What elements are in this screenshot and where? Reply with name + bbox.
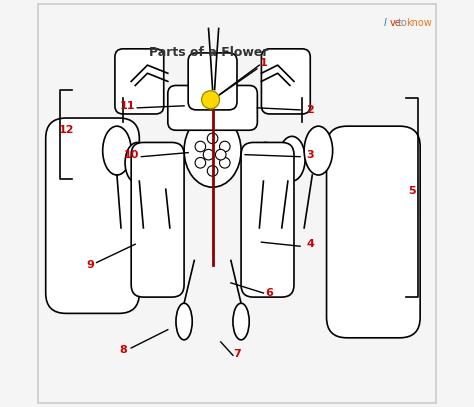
- FancyBboxPatch shape: [131, 142, 184, 297]
- Text: 4: 4: [306, 239, 314, 249]
- Text: 1: 1: [260, 58, 267, 68]
- FancyBboxPatch shape: [168, 85, 257, 130]
- Text: 12: 12: [58, 125, 74, 135]
- FancyBboxPatch shape: [262, 49, 310, 114]
- Circle shape: [219, 141, 230, 152]
- Text: know: know: [406, 18, 432, 28]
- Text: 6: 6: [265, 288, 273, 298]
- Ellipse shape: [253, 142, 278, 183]
- Text: 7: 7: [233, 349, 241, 359]
- Text: to: to: [398, 18, 408, 28]
- Text: 8: 8: [119, 345, 127, 355]
- Circle shape: [207, 166, 218, 176]
- FancyBboxPatch shape: [46, 118, 139, 313]
- Ellipse shape: [125, 142, 149, 183]
- Text: 3: 3: [307, 150, 314, 160]
- FancyBboxPatch shape: [327, 126, 420, 338]
- Ellipse shape: [153, 153, 175, 189]
- FancyBboxPatch shape: [115, 49, 164, 114]
- Circle shape: [207, 133, 218, 144]
- Circle shape: [219, 158, 230, 168]
- Text: 9: 9: [87, 260, 94, 269]
- Text: 2: 2: [306, 105, 314, 115]
- Text: Parts of a Flower: Parts of a Flower: [149, 46, 268, 59]
- Text: ve: ve: [390, 18, 401, 28]
- Ellipse shape: [233, 303, 249, 340]
- FancyBboxPatch shape: [188, 53, 237, 110]
- Circle shape: [203, 149, 214, 160]
- Ellipse shape: [279, 136, 305, 181]
- Circle shape: [195, 158, 206, 168]
- Circle shape: [201, 91, 219, 109]
- Ellipse shape: [176, 303, 192, 340]
- Ellipse shape: [103, 126, 131, 175]
- Ellipse shape: [184, 114, 241, 187]
- FancyBboxPatch shape: [241, 142, 294, 297]
- Circle shape: [215, 149, 226, 160]
- Text: 5: 5: [408, 186, 416, 196]
- Text: l: l: [383, 18, 386, 28]
- Text: 10: 10: [124, 150, 139, 160]
- Circle shape: [195, 141, 206, 152]
- Ellipse shape: [304, 126, 333, 175]
- Text: 11: 11: [119, 101, 135, 111]
